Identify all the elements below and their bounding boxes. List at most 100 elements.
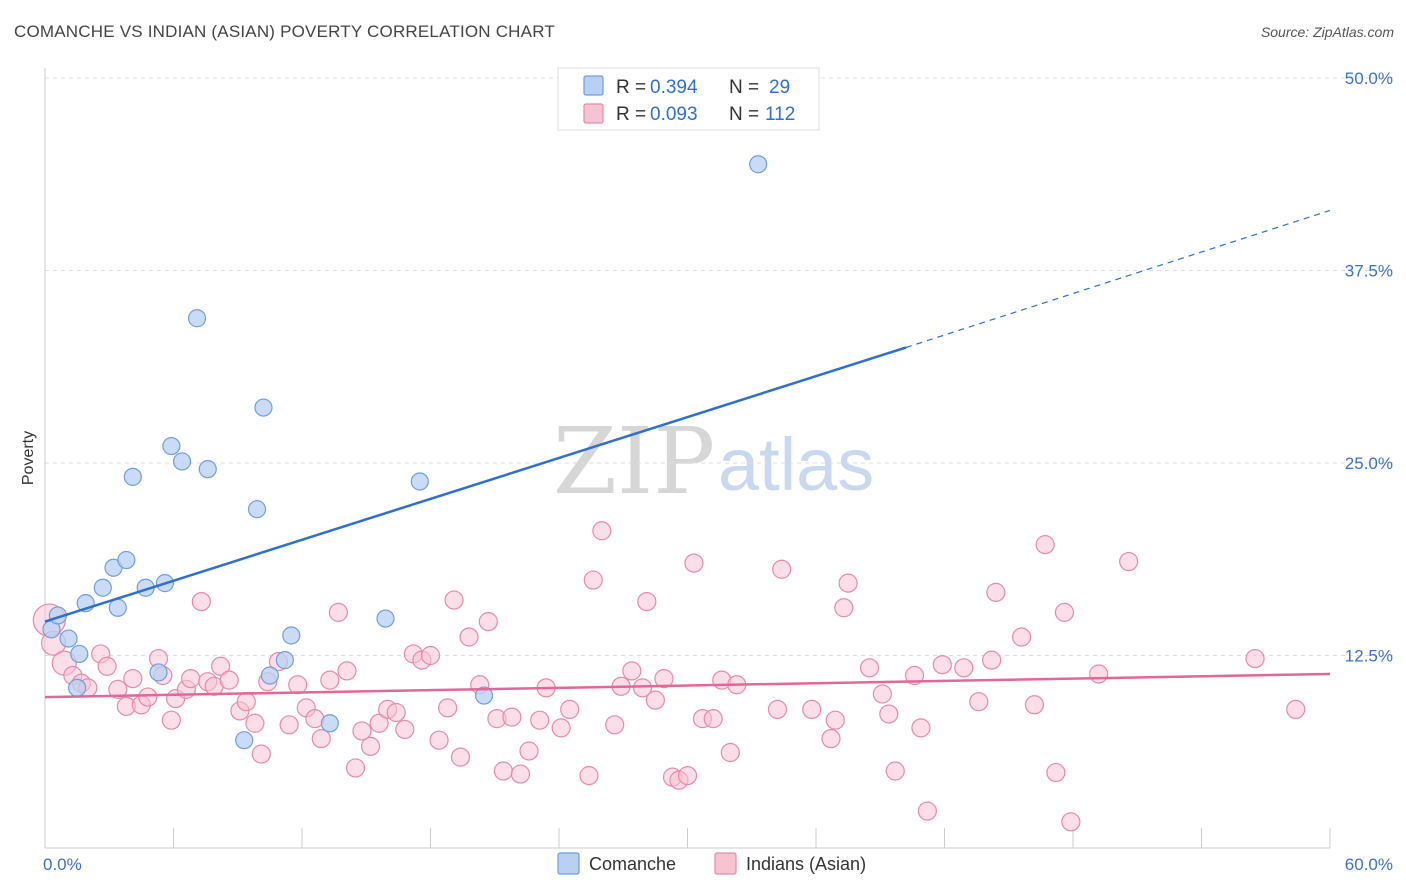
indian-asian-point (502, 707, 522, 727)
comanche-point (376, 609, 395, 628)
indian-asian-point (123, 668, 143, 689)
indian-asian-point (1035, 535, 1055, 555)
legend-r-label: R = (616, 77, 646, 98)
indian-asian-point (1061, 812, 1081, 832)
comanche-point (260, 666, 279, 685)
indian-asian-point (530, 710, 550, 730)
indian-asian-point (885, 761, 905, 781)
indian-asian-point (236, 692, 256, 712)
indian-asian-point (834, 598, 854, 618)
indian-asian-point (211, 656, 231, 676)
indian-asian-point (583, 570, 603, 590)
comanche-trend-line (44, 346, 907, 623)
indian-asian-point (420, 645, 441, 666)
indian-asian-point (493, 761, 513, 781)
comanche-point (93, 578, 112, 597)
indian-asian-point (438, 698, 458, 718)
bottom-legend-label-indian: Indians (Asian) (746, 854, 866, 874)
grid-lines (45, 77, 1395, 656)
indian-asian-point (825, 710, 845, 730)
source-label: Source: ZipAtlas.com (1260, 24, 1394, 40)
indian-asian-point (1011, 627, 1032, 647)
indian-asian-point (360, 736, 381, 756)
indian-asian-point (450, 747, 471, 767)
comanche-point (235, 731, 254, 750)
indian-asian-point (1054, 602, 1075, 622)
legend-swatch-comanche (583, 75, 604, 96)
comanche-point (275, 651, 294, 670)
indian-asian-point (838, 573, 858, 593)
trend-lines (44, 209, 1331, 699)
indian-asian-point (592, 521, 612, 541)
indian-asian-point (645, 690, 665, 710)
indian-asian-point (288, 675, 308, 695)
indian-asian-point (337, 661, 357, 681)
legend-n-label: N = (729, 77, 759, 98)
indian-asian-point (429, 730, 449, 750)
indian-asian-point (108, 679, 128, 699)
indian-asian-point (510, 764, 531, 784)
indian-asian-point (251, 744, 271, 764)
indian-asian-point (191, 591, 211, 612)
indian-asian-point (703, 709, 723, 729)
indian-asian-point (1119, 551, 1139, 572)
axes (44, 68, 1331, 849)
y-tick-label: 12.5% (1345, 647, 1393, 666)
watermark-zip: ZIP (553, 408, 715, 515)
comanche-point (149, 663, 168, 682)
indian-asian-trend-line (44, 672, 1331, 699)
legend-r-value-indian: 0.093 (650, 104, 698, 125)
indian-asian-point (605, 715, 625, 735)
comanche-point (254, 398, 273, 417)
x-tick-label: 60.0% (1345, 855, 1393, 874)
indian-asian-point (138, 687, 158, 707)
indian-asian-point (279, 715, 299, 735)
indian-asian-point (932, 655, 952, 675)
indian-asian-point (872, 684, 892, 704)
watermark: ZIP atlas (553, 408, 874, 515)
indian-asian-point (720, 742, 740, 763)
indian-asian-point (97, 656, 117, 676)
indian-asian-point (369, 713, 389, 733)
y-tick-label: 37.5% (1345, 262, 1393, 281)
y-axis-label: Poverty (20, 431, 37, 485)
comanche-point (59, 629, 78, 648)
stats-legend: R = 0.394 N = 29 R = 0.093 N = 112 (557, 67, 820, 131)
indian-asian-point (1245, 648, 1265, 669)
comanche-point (198, 460, 217, 479)
indian-asian-point (982, 650, 1002, 670)
indian-asian-point (911, 718, 931, 738)
legend-n-label: N = (729, 104, 759, 125)
bottom-legend-label-comanche: Comanche (589, 854, 676, 874)
indian-asian-point (677, 766, 698, 786)
indian-asian-point (1286, 699, 1306, 720)
indian-asian-point (320, 670, 340, 690)
indian-asian-point (1089, 664, 1109, 684)
comanche-point (474, 686, 494, 705)
indian-asian-point (622, 661, 642, 681)
comanche-point (172, 452, 192, 471)
comanche-point (123, 467, 142, 486)
indian-asian-point (519, 741, 539, 761)
indian-asian-point (181, 668, 201, 689)
chart-title: COMANCHE VS INDIAN (ASIAN) POVERTY CORRE… (14, 22, 555, 41)
indian-asian-point (328, 602, 349, 622)
indian-asian-points (32, 521, 1306, 832)
bottom-legend-swatch-comanche (557, 852, 580, 875)
x-tick-labels: 0.0% 60.0% (43, 855, 1393, 874)
indian-asian-point (459, 627, 479, 647)
legend-n-value-comanche: 29 (769, 77, 790, 98)
indian-asian-point (654, 668, 674, 689)
indian-asian-point (551, 718, 571, 738)
comanche-point (247, 500, 267, 519)
y-tick-label: 50.0% (1345, 69, 1393, 88)
legend-swatch-indian (583, 103, 604, 124)
indian-asian-point (684, 553, 704, 573)
indian-asian-point (1024, 695, 1045, 715)
indian-asian-point (352, 721, 372, 741)
indian-asian-point (802, 699, 822, 720)
indian-asian-point (772, 559, 792, 579)
comanche-point (410, 472, 429, 491)
legend-r-label: R = (616, 104, 646, 125)
